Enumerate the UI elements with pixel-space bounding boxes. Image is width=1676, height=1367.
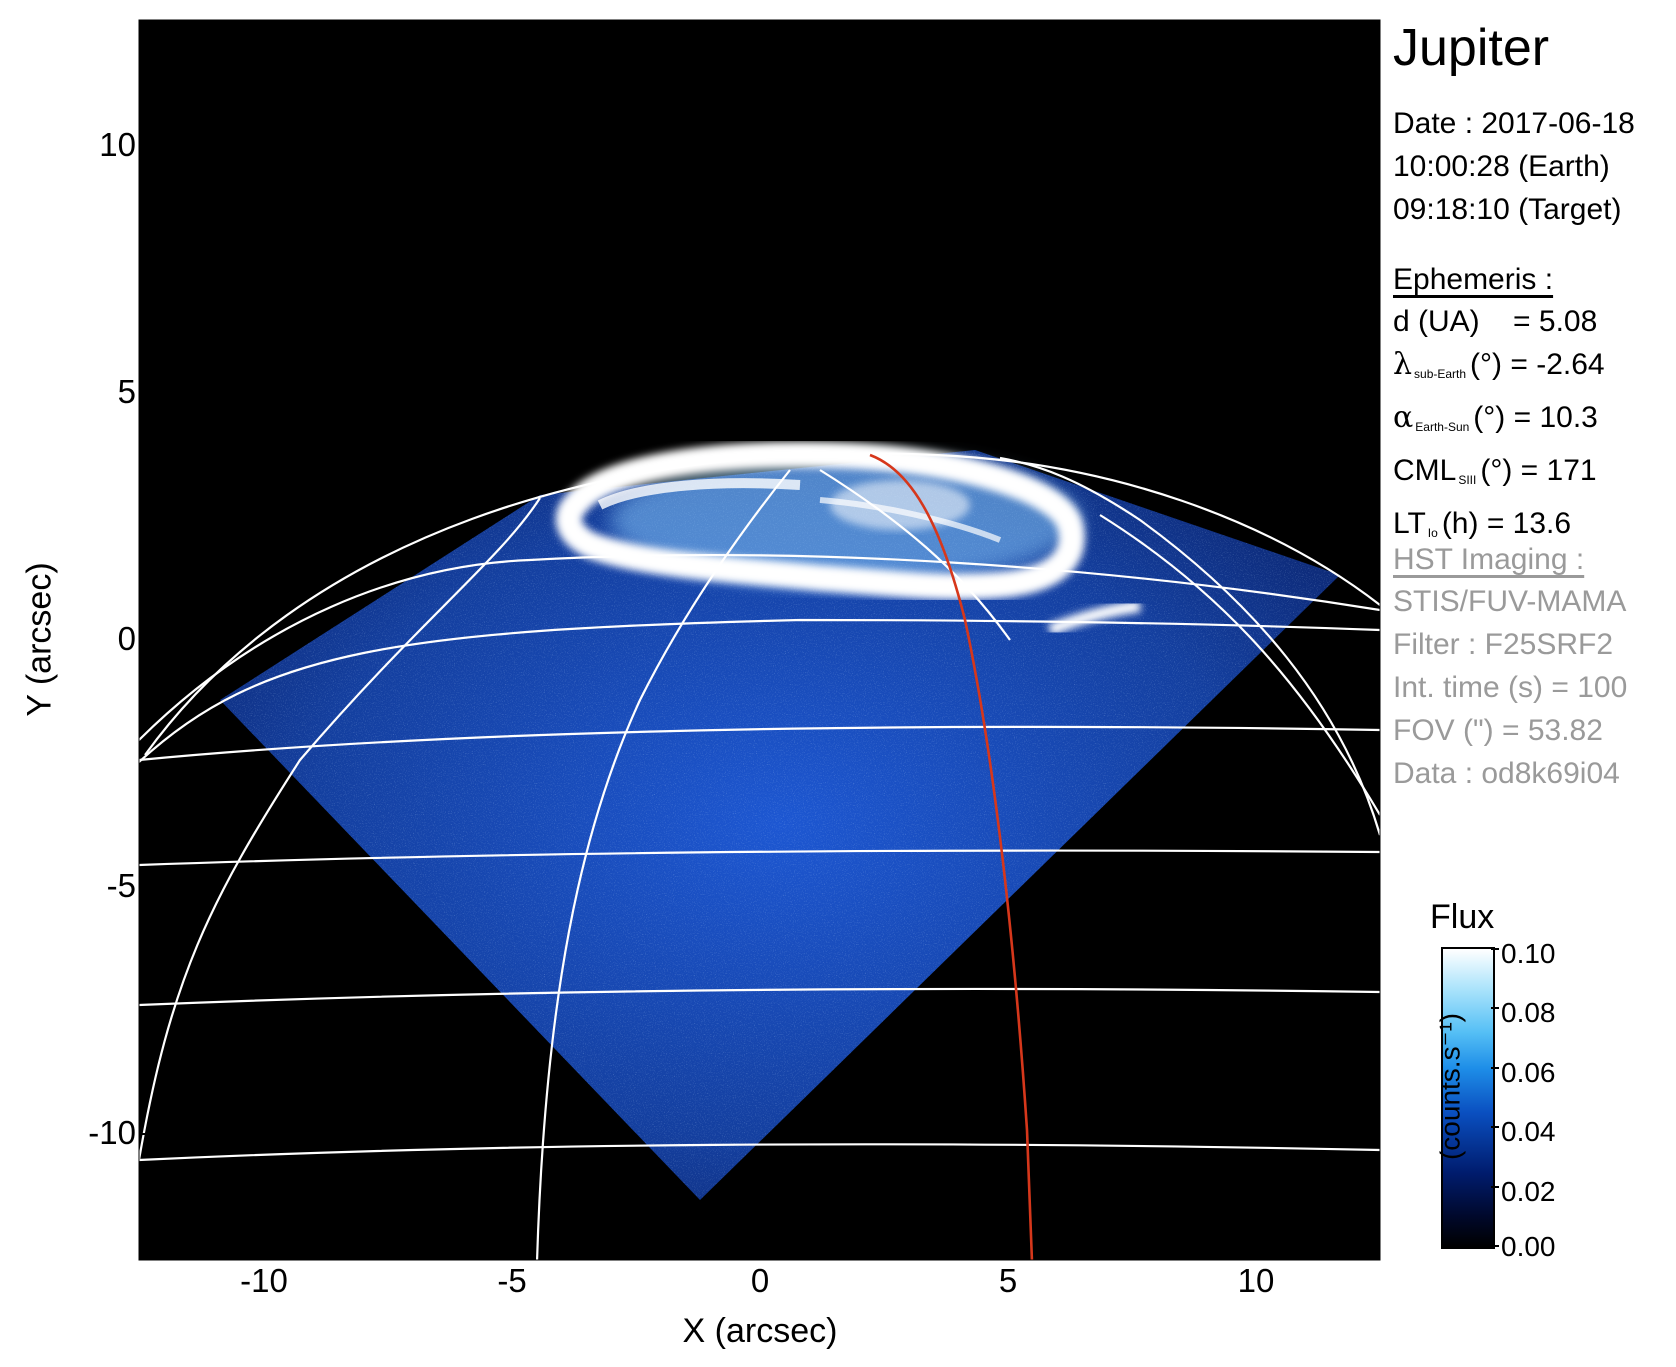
y-tick-label: 5 [117, 373, 136, 410]
x-tick-label: 10 [1237, 1262, 1275, 1299]
lat-lon-grid [139, 452, 1380, 1260]
x-axis-label: X (arcsec) [682, 1312, 838, 1350]
y-axis-label: Y (arcsec) [20, 562, 59, 717]
colorbar-title: Flux [1430, 898, 1495, 936]
lt-label: LT [1393, 507, 1426, 540]
colorbar-tick-label: 0.02 [1501, 1176, 1556, 1207]
integration-time-line: Int. time (s) = 100 [1393, 671, 1628, 704]
latitude-value: (°) = -2.64 [1470, 348, 1605, 381]
ephemeris-heading: Ephemeris : [1393, 263, 1554, 296]
io-spot [1047, 600, 1141, 636]
latitude-subscript: sub-Earth [1414, 367, 1467, 381]
lt-subscript: Io [1427, 526, 1438, 540]
distance-label: d (UA) [1393, 305, 1480, 338]
colorbar-unit: (counts.s⁻¹) [1434, 1012, 1466, 1161]
lt-value: (h) = 13.6 [1441, 507, 1572, 540]
local-time-line: LT Io (h) = 13.6 [1393, 502, 1605, 555]
disk-noise [220, 450, 1340, 1200]
ephemeris-block: d (UA) = 5.08 λ sub-Earth (°) = -2.64 α Ear… [1393, 300, 1605, 555]
date-block: Date : 2017-06-18 10:00:28 (Earth) 09:18… [1393, 102, 1635, 231]
x-tick-label: -5 [497, 1262, 527, 1299]
distance-line: d (UA) = 5.08 [1393, 300, 1605, 343]
target-time-line: 09:18:10 (Target) [1393, 193, 1622, 226]
x-tick-label: 5 [998, 1262, 1018, 1299]
lambda-symbol: λ [1393, 347, 1413, 382]
colorbar-tick-label: 0.06 [1501, 1057, 1556, 1088]
cml-subscript: SIII [1458, 473, 1477, 487]
phase-value: (°) = 10.3 [1473, 401, 1598, 434]
hst-block: STIS/FUV-MAMA Filter : F25SRF2 Int. time… [1393, 580, 1627, 795]
target-title: Jupiter [1393, 19, 1550, 77]
y-tick-label: -10 [88, 1114, 136, 1151]
colorbar-tick-label: 0.04 [1501, 1116, 1556, 1147]
alpha-symbol: α [1393, 400, 1414, 435]
hst-heading: HST Imaging : [1393, 543, 1585, 576]
cml-line: CML SIII (°) = 171 [1393, 449, 1605, 502]
colorbar-tick [1491, 1186, 1499, 1188]
colorbar-tick [1491, 948, 1499, 950]
colorbar-tick [1491, 1245, 1499, 1247]
jupiter-image [139, 441, 1380, 1260]
x-tick-label: 0 [750, 1262, 770, 1299]
colorbar-tick [1491, 1126, 1499, 1128]
colorbar-tick [1491, 1067, 1499, 1069]
colorbar [1441, 947, 1495, 1249]
fov-line: FOV (") = 53.82 [1393, 714, 1603, 747]
y-tick-label: 0 [117, 620, 136, 657]
colorbar-tick-label: 0.10 [1501, 938, 1556, 969]
instrument-line: STIS/FUV-MAMA [1393, 585, 1627, 618]
data-id-line: Data : od8k69i04 [1393, 757, 1620, 790]
earth-time-line: 10:00:28 (Earth) [1393, 150, 1610, 183]
x-tick-label: -10 [240, 1262, 288, 1299]
colorbar-tick [1491, 1007, 1499, 1009]
filter-line: Filter : F25SRF2 [1393, 628, 1614, 661]
y-tick-label: -5 [106, 867, 136, 904]
colorbar-tick-label: 0.08 [1501, 997, 1556, 1028]
date-line: Date : 2017-06-18 [1393, 107, 1635, 140]
colorbar-tick-label: 0.00 [1501, 1231, 1556, 1262]
phase-angle-line: α Earth-Sun (°) = 10.3 [1393, 396, 1605, 449]
cml-label: CML [1393, 454, 1457, 487]
io-footprint-track [869, 453, 1034, 1260]
cml-value: (°) = 171 [1480, 454, 1597, 487]
latitude-line: λ sub-Earth (°) = -2.64 [1393, 343, 1605, 396]
phase-subscript: Earth-Sun [1415, 420, 1470, 434]
y-tick-label: 10 [99, 126, 136, 163]
axis-ticks [139, 145, 1257, 1260]
distance-value: = 5.08 [1513, 305, 1598, 338]
